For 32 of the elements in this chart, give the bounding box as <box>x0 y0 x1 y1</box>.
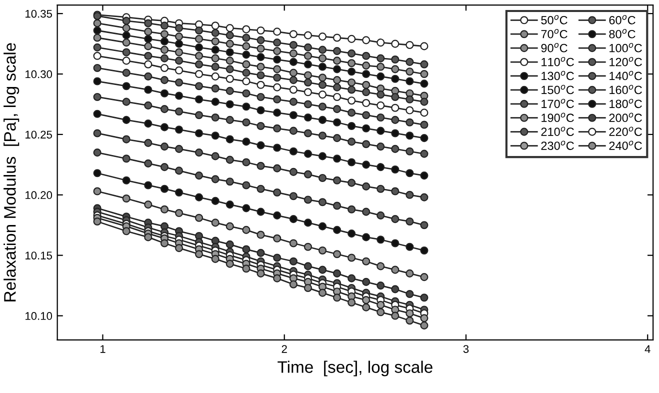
y-axis-title: Relaxation Modulus [Pa], log scale <box>4 43 20 302</box>
y-tick-label: 10.30 <box>26 70 52 78</box>
x-tick-label: 3 <box>463 345 469 353</box>
legend-label: 80$^{o}$C <box>609 29 636 38</box>
legend-label: 200$^{o}$C <box>609 112 642 122</box>
legend-label: 100$^{o}$C <box>610 42 642 52</box>
legend-label: 240$^{o}$C <box>609 140 642 150</box>
legend-label: 70$^{o}$C <box>541 29 568 38</box>
legend-label: 180$^{o}$C <box>610 98 642 108</box>
y-tick-label: 10.20 <box>26 191 52 200</box>
legend-label: 230$^{o}$C <box>541 140 574 150</box>
legend-label: 190$^{o}$C <box>542 112 574 122</box>
y-tick-label: 10.10 <box>26 312 52 320</box>
legend-label: 170$^{o}$C <box>542 98 574 108</box>
legend-label: 140$^{o}$C <box>610 70 642 80</box>
y-tick-label: 10.35 <box>26 10 52 18</box>
x-tick-label: 4 <box>644 345 650 353</box>
legend-label: 220$^{o}$C <box>609 126 642 136</box>
legend-label: 210$^{o}$C <box>541 126 574 136</box>
x-axis-title: Time [sec], log scale <box>278 360 432 376</box>
legend-label: 110$^{o}$C <box>542 56 574 66</box>
y-tick-label: 10.25 <box>26 130 52 139</box>
legend-label: 60$^{o}$C <box>609 15 636 24</box>
x-tick-label: 1 <box>100 345 106 353</box>
x-tick-label: 2 <box>282 345 287 353</box>
legend-label: 130$^{o}$C <box>542 70 574 80</box>
legend-label: 50$^{o}$C <box>541 15 568 24</box>
legend-label: 160$^{o}$C <box>610 84 642 94</box>
legend-label: 90$^{o}$C <box>541 42 568 52</box>
y-tick-label: 10.15 <box>26 252 52 260</box>
legend-label: 120$^{o}$C <box>610 56 642 66</box>
legend-label: 150$^{o}$C <box>542 84 574 94</box>
